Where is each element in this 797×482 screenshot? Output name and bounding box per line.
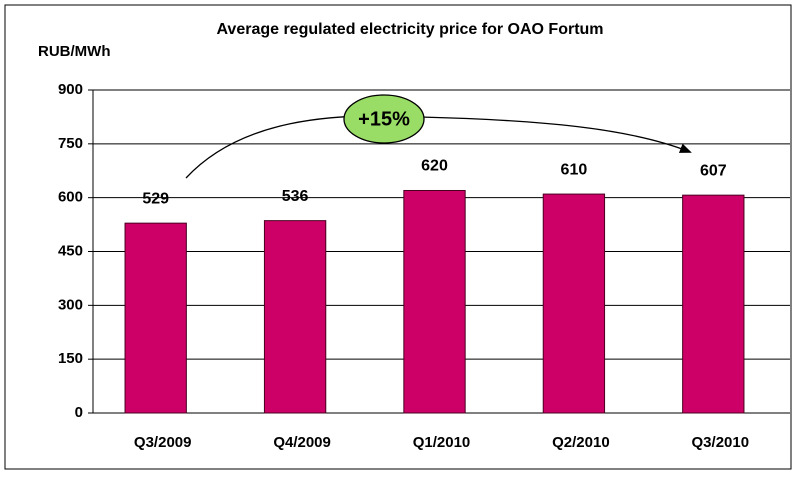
bar xyxy=(263,220,327,414)
bar xyxy=(542,193,606,414)
annotation-badge xyxy=(343,94,425,144)
data-label: 607 xyxy=(700,162,727,179)
x-tick-label: Q1/2010 xyxy=(413,434,471,451)
y-tick-label: 0 xyxy=(75,404,83,421)
x-tick-label: Q3/2010 xyxy=(692,434,750,451)
y-axis-label: RUB/MWh xyxy=(38,43,110,60)
bar xyxy=(124,222,187,414)
bar xyxy=(403,189,466,414)
x-tick-label: Q3/2009 xyxy=(134,434,192,451)
y-tick-label: 600 xyxy=(58,189,83,206)
chart-title: Average regulated electricity price for … xyxy=(216,21,603,38)
data-label: 620 xyxy=(421,158,448,175)
y-tick-label: 300 xyxy=(58,296,83,313)
x-tick-label: Q4/2009 xyxy=(273,434,331,451)
data-label: 536 xyxy=(282,188,309,205)
data-label: 529 xyxy=(142,190,169,207)
y-tick-label: 750 xyxy=(58,135,83,152)
data-label: 610 xyxy=(561,161,588,178)
x-tick-label: Q2/2010 xyxy=(552,434,610,451)
y-tick-label: 150 xyxy=(58,350,83,367)
y-tick-label: 450 xyxy=(58,242,83,259)
bar xyxy=(682,194,745,414)
chart-border xyxy=(4,4,792,470)
y-tick-label: 900 xyxy=(58,81,83,98)
annotation-text: +15% xyxy=(358,108,410,130)
